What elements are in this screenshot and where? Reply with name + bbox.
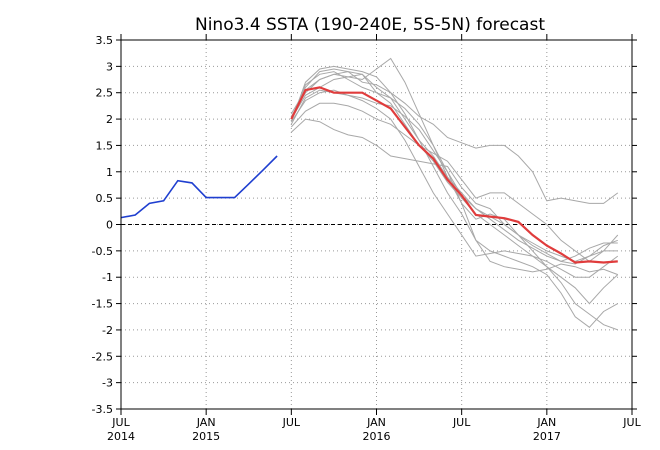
- y-tick-label: 2.5: [96, 87, 114, 100]
- ensemble-member-line: [290, 73, 618, 262]
- y-tick-label: 0.5: [96, 192, 114, 205]
- y-tick-label: -2: [102, 324, 113, 337]
- y-tick-label: -1.5: [92, 298, 113, 311]
- x-tick-label: JAN: [196, 416, 216, 429]
- y-tick-label: -0.5: [92, 245, 113, 258]
- ensemble-member-line: [290, 71, 619, 204]
- x-tick-year-label: 2016: [363, 430, 391, 443]
- observed-series: [120, 155, 278, 219]
- x-tick-year-label: 2017: [533, 430, 561, 443]
- y-tick-label: -3.5: [92, 403, 113, 416]
- y-axis-ticks: 3.5 3 2.5 2 1.5 1 0.5 0 -0.5 -1 -1.5 -2 -2.5 -3 -3.5: [92, 34, 637, 416]
- y-tick-label: -3: [102, 377, 113, 390]
- y-tick-label: 0: [106, 219, 113, 232]
- x-tick-label: JAN: [366, 416, 386, 429]
- y-tick-label: -2.5: [92, 350, 113, 363]
- ensemble-mean-line: [290, 86, 618, 264]
- ensemble-member-line: [290, 65, 619, 328]
- x-tick-label: JAN: [536, 416, 556, 429]
- y-tick-label: 1: [106, 166, 113, 179]
- ensemble-member-line: [290, 89, 618, 262]
- y-tick-label: -1: [102, 271, 113, 284]
- ensemble-mean: [290, 86, 618, 264]
- chart-title: Nino3.4 SSTA (190-240E, 5S-5N) forecast: [195, 15, 545, 35]
- y-tick-label: 2: [106, 113, 113, 126]
- y-tick-label: 3.5: [96, 34, 114, 47]
- y-tick-label: 1.5: [96, 139, 114, 152]
- y-tick-label: 3: [106, 60, 113, 73]
- x-tick-year-label: 2014: [107, 430, 135, 443]
- x-tick-label: JUL: [111, 416, 130, 429]
- ensemble-members: [290, 57, 619, 331]
- x-tick-label: JUL: [282, 416, 301, 429]
- x-tick-label: JUL: [622, 416, 641, 429]
- x-tick-year-label: 2015: [192, 430, 220, 443]
- x-tick-label: JUL: [452, 416, 471, 429]
- observed-line: [120, 155, 278, 219]
- ensemble-member-line: [290, 57, 619, 305]
- ensemble-member-line: [290, 102, 619, 263]
- ensemble-member-line: [290, 71, 618, 276]
- ensemble-member-line: [290, 118, 618, 265]
